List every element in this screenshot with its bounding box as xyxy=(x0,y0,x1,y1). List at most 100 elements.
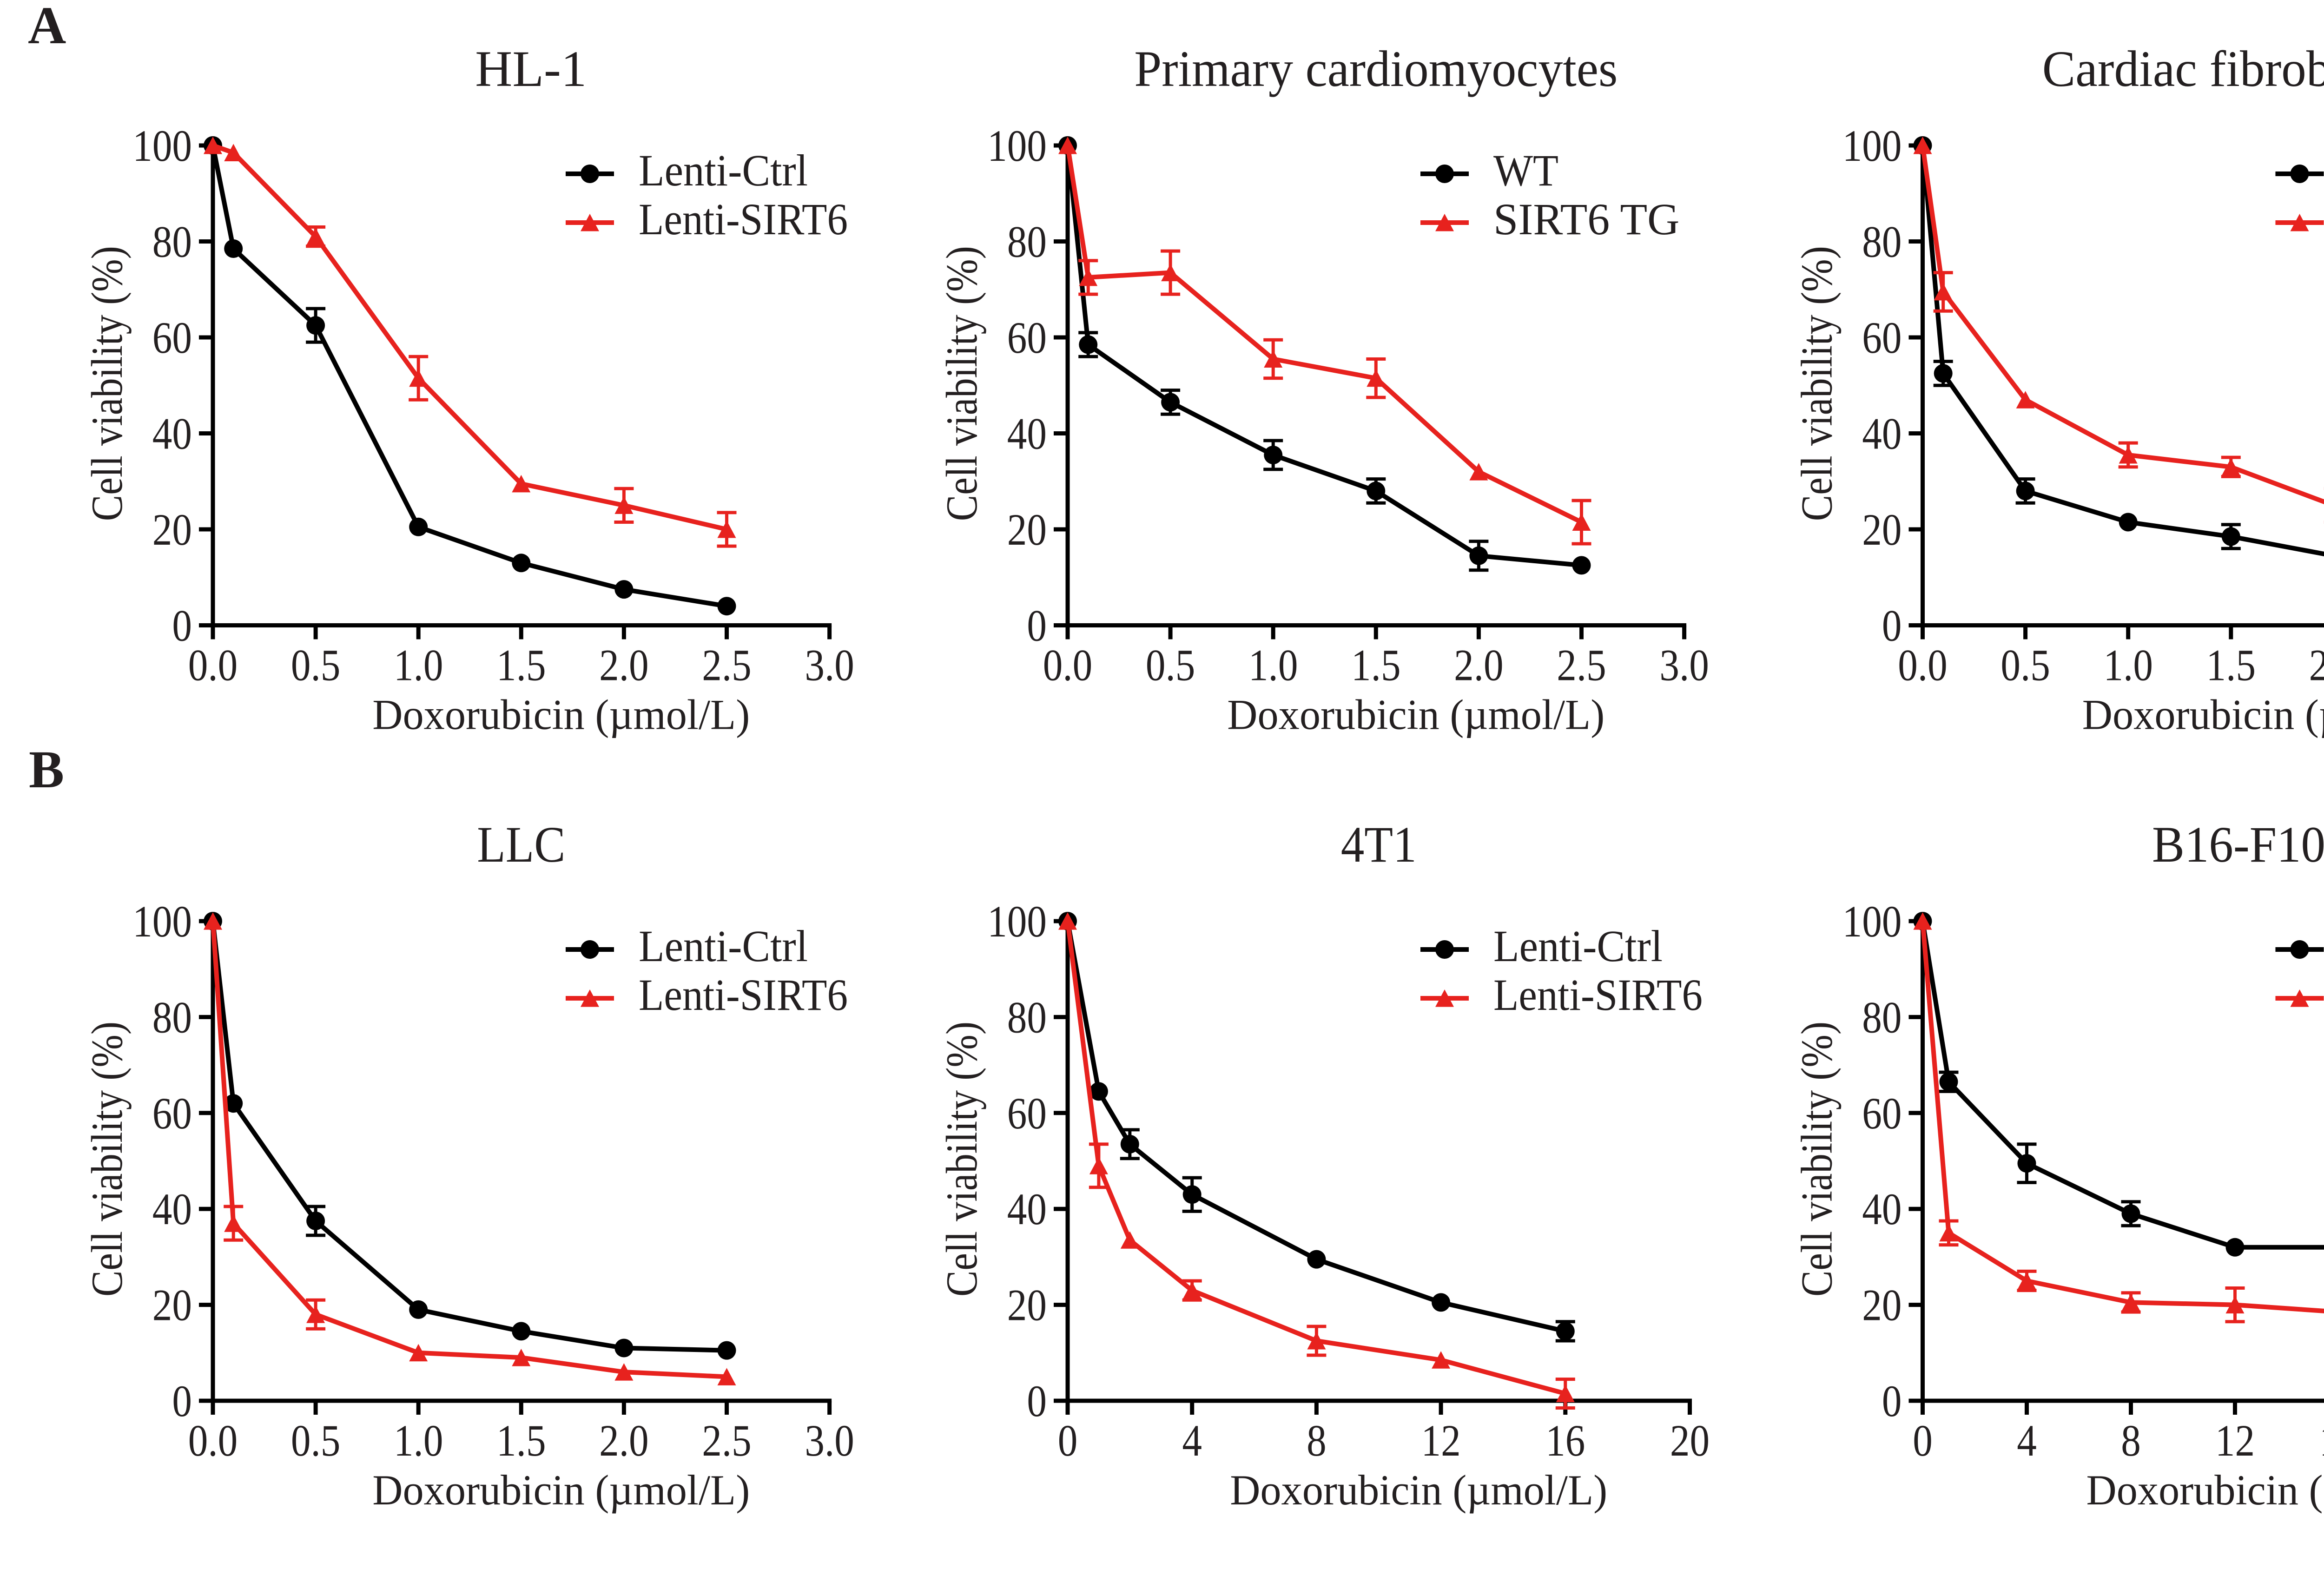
svg-text:1.0: 1.0 xyxy=(2103,640,2153,690)
svg-text:80: 80 xyxy=(1007,217,1047,267)
svg-text:0.0: 0.0 xyxy=(1898,640,1948,690)
svg-text:Doxorubicin (µmol/L): Doxorubicin (µmol/L) xyxy=(372,1466,750,1514)
svg-text:0: 0 xyxy=(1882,1376,1902,1426)
svg-text:1.5: 1.5 xyxy=(496,640,546,690)
svg-text:100: 100 xyxy=(1842,897,1902,946)
svg-text:80: 80 xyxy=(152,217,192,267)
svg-text:Cardiac fibroblasts: Cardiac fibroblasts xyxy=(2042,40,2324,97)
svg-text:0.5: 0.5 xyxy=(291,640,341,690)
svg-text:8: 8 xyxy=(1307,1416,1327,1465)
svg-text:3.0: 3.0 xyxy=(805,1416,854,1465)
svg-text:Cell viability (%): Cell viability (%) xyxy=(82,1022,132,1297)
svg-text:2.0: 2.0 xyxy=(599,1416,649,1465)
svg-text:40: 40 xyxy=(1007,409,1047,459)
svg-text:2.0: 2.0 xyxy=(599,640,649,690)
svg-text:Lenti-Ctrl: Lenti-Ctrl xyxy=(639,145,808,195)
svg-text:Doxorubicin (µmol/L): Doxorubicin (µmol/L) xyxy=(2082,691,2324,738)
svg-text:40: 40 xyxy=(152,409,192,459)
svg-text:Lenti-SIRT6: Lenti-SIRT6 xyxy=(1493,970,1703,1020)
svg-text:1.5: 1.5 xyxy=(496,1416,546,1465)
svg-text:Doxorubicin (µmol/L): Doxorubicin (µmol/L) xyxy=(2086,1466,2324,1514)
svg-text:16: 16 xyxy=(1545,1416,1585,1465)
svg-text:20: 20 xyxy=(1007,505,1047,554)
svg-text:2.0: 2.0 xyxy=(1454,640,1504,690)
svg-text:20: 20 xyxy=(1007,1280,1047,1330)
svg-text:20: 20 xyxy=(1670,1416,1710,1465)
svg-text:SIRT6 TG: SIRT6 TG xyxy=(1493,194,1680,244)
svg-text:80: 80 xyxy=(152,992,192,1042)
svg-text:0: 0 xyxy=(1027,601,1047,651)
svg-text:60: 60 xyxy=(1007,1088,1047,1138)
svg-text:20: 20 xyxy=(152,1280,192,1330)
svg-text:16: 16 xyxy=(2319,1416,2324,1465)
svg-text:Lenti-SIRT6: Lenti-SIRT6 xyxy=(639,970,848,1020)
svg-text:1.0: 1.0 xyxy=(394,640,443,690)
svg-text:40: 40 xyxy=(1007,1184,1047,1234)
svg-text:4T1: 4T1 xyxy=(1341,816,1417,873)
svg-text:40: 40 xyxy=(1862,409,1901,459)
svg-text:0.5: 0.5 xyxy=(2000,640,2050,690)
svg-text:1.5: 1.5 xyxy=(1351,640,1401,690)
svg-text:0.0: 0.0 xyxy=(1043,640,1093,690)
svg-text:1.0: 1.0 xyxy=(1248,640,1298,690)
svg-text:Cell viability (%): Cell viability (%) xyxy=(937,246,986,521)
svg-text:100: 100 xyxy=(987,897,1047,946)
svg-text:20: 20 xyxy=(1862,505,1901,554)
svg-text:100: 100 xyxy=(132,121,192,171)
svg-text:60: 60 xyxy=(152,1088,192,1138)
svg-text:0: 0 xyxy=(1882,601,1902,651)
svg-text:40: 40 xyxy=(1862,1184,1901,1234)
svg-text:100: 100 xyxy=(1842,121,1902,171)
svg-text:2.5: 2.5 xyxy=(702,1416,752,1465)
svg-text:Cell viability (%): Cell viability (%) xyxy=(937,1022,986,1297)
svg-text:80: 80 xyxy=(1007,992,1047,1042)
svg-text:Doxorubicin (µmol/L): Doxorubicin (µmol/L) xyxy=(1227,691,1604,738)
svg-text:100: 100 xyxy=(132,897,192,946)
svg-text:WT: WT xyxy=(1493,145,1558,195)
svg-text:0: 0 xyxy=(172,601,192,651)
svg-text:4: 4 xyxy=(2017,1416,2037,1465)
svg-text:1.0: 1.0 xyxy=(394,1416,443,1465)
svg-text:3.0: 3.0 xyxy=(805,640,854,690)
svg-text:2.5: 2.5 xyxy=(1557,640,1606,690)
svg-text:Primary cardiomyocytes: Primary cardiomyocytes xyxy=(1134,40,1618,97)
svg-text:B: B xyxy=(29,740,64,799)
svg-text:Cell viability (%): Cell viability (%) xyxy=(82,246,132,521)
svg-text:1.5: 1.5 xyxy=(2206,640,2256,690)
svg-text:0: 0 xyxy=(1913,1416,1933,1465)
svg-text:20: 20 xyxy=(152,505,192,554)
svg-text:LLC: LLC xyxy=(477,816,565,873)
svg-text:Doxorubicin (µmol/L): Doxorubicin (µmol/L) xyxy=(1230,1466,1607,1514)
svg-text:B16-F10: B16-F10 xyxy=(2152,816,2324,873)
svg-text:12: 12 xyxy=(2215,1416,2255,1465)
svg-text:8: 8 xyxy=(2121,1416,2141,1465)
svg-text:2.5: 2.5 xyxy=(702,640,752,690)
svg-text:0.0: 0.0 xyxy=(188,1416,238,1465)
svg-text:60: 60 xyxy=(1862,1088,1901,1138)
svg-text:60: 60 xyxy=(1007,313,1047,363)
svg-text:Lenti-Ctrl: Lenti-Ctrl xyxy=(639,921,808,971)
svg-text:HL-1: HL-1 xyxy=(475,40,587,97)
svg-text:A: A xyxy=(28,0,66,55)
svg-text:0: 0 xyxy=(1058,1416,1078,1465)
svg-text:0.5: 0.5 xyxy=(1146,640,1195,690)
svg-text:Cell viability (%): Cell viability (%) xyxy=(1792,1022,1842,1297)
svg-text:60: 60 xyxy=(1862,313,1901,363)
svg-text:2.0: 2.0 xyxy=(2309,640,2324,690)
svg-text:Cell viability (%): Cell viability (%) xyxy=(1792,246,1842,521)
svg-text:20: 20 xyxy=(1862,1280,1901,1330)
svg-text:0: 0 xyxy=(172,1376,192,1426)
svg-text:Lenti-SIRT6: Lenti-SIRT6 xyxy=(639,194,848,244)
svg-text:100: 100 xyxy=(987,121,1047,171)
svg-text:0.0: 0.0 xyxy=(188,640,238,690)
svg-text:80: 80 xyxy=(1862,217,1901,267)
svg-text:12: 12 xyxy=(1421,1416,1461,1465)
svg-text:Lenti-Ctrl: Lenti-Ctrl xyxy=(1493,921,1663,971)
svg-text:4: 4 xyxy=(1182,1416,1202,1465)
svg-text:3.0: 3.0 xyxy=(1659,640,1709,690)
svg-text:Doxorubicin (µmol/L): Doxorubicin (µmol/L) xyxy=(372,691,750,738)
svg-text:0.5: 0.5 xyxy=(291,1416,341,1465)
svg-text:80: 80 xyxy=(1862,992,1901,1042)
svg-text:40: 40 xyxy=(152,1184,192,1234)
svg-text:60: 60 xyxy=(152,313,192,363)
